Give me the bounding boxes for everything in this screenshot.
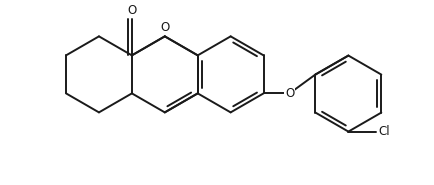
Text: O: O xyxy=(127,4,137,17)
Text: O: O xyxy=(160,21,169,34)
Text: Cl: Cl xyxy=(378,125,390,138)
Text: O: O xyxy=(285,87,294,100)
